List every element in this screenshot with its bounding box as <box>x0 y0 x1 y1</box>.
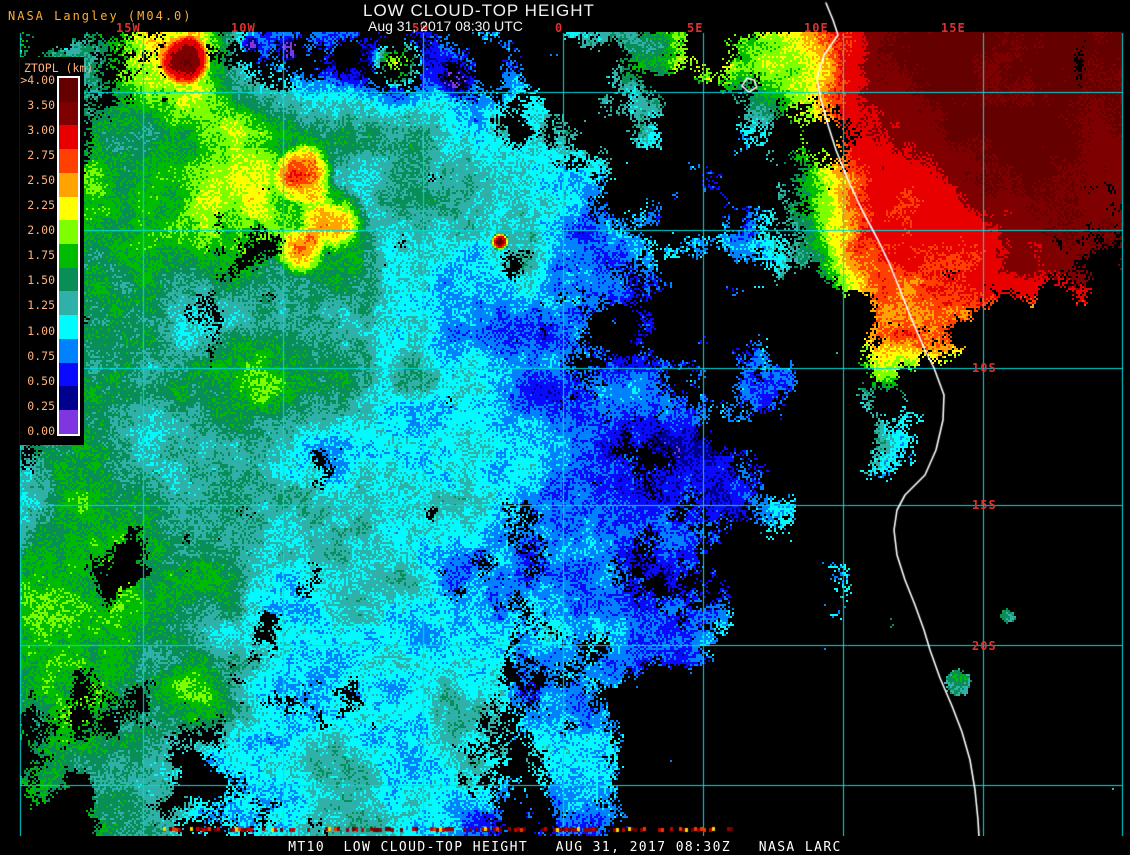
legend-color-block <box>59 410 78 434</box>
legend-color-block <box>59 196 78 221</box>
lon-label-5W: 5W <box>412 21 429 35</box>
legend-tick-label: 1.75 <box>27 248 55 263</box>
legend-tick-label: 2.00 <box>27 223 55 238</box>
legend-tick-label: 0.50 <box>27 373 55 388</box>
legend-color-block <box>59 149 78 173</box>
legend-color-block <box>59 101 78 126</box>
legend-color-block <box>59 338 78 363</box>
legend-tick-label: >4.00 <box>20 73 55 87</box>
legend-tick-label: 3.00 <box>27 123 55 138</box>
legend-tick-label: 2.75 <box>27 148 55 163</box>
lat-label-15S: 15S <box>972 498 997 512</box>
color-legend: ZTOPL (km) >4.00 3.50 3.00 2.75 2.50 2.25 2.00… <box>20 57 93 445</box>
status-bar-text: MT10 LOW CLOUD-TOP HEIGHT AUG 31, 2017 0… <box>288 840 842 855</box>
legend-tick-label: 0.75 <box>27 348 55 363</box>
legend-tick-label: 3.50 <box>27 98 55 113</box>
legend-color-block <box>59 362 78 387</box>
lon-label-10E: 10E <box>804 21 829 35</box>
legend-tick-label: 1.50 <box>27 273 55 288</box>
lon-label-15W: 15W <box>116 21 141 35</box>
legend-color-block <box>59 267 78 292</box>
legend-tick-label: 0.00 <box>27 423 55 438</box>
legend-tick-label: 0.25 <box>27 398 55 413</box>
legend-colorbar <box>57 76 80 436</box>
lon-label-5E: 5E <box>687 21 704 35</box>
lat-label-20S: 20S <box>972 639 997 653</box>
legend-color-block <box>59 172 78 197</box>
legend-tick-label: 1.00 <box>27 323 55 338</box>
status-bar: MT10 LOW CLOUD-TOP HEIGHT AUG 31, 2017 0… <box>0 836 1130 855</box>
legend-color-block <box>59 386 78 411</box>
lon-label-15E: 15E <box>941 21 966 35</box>
legend-color-block <box>59 220 78 245</box>
lat-label-10S: 10S <box>972 361 997 375</box>
legend-title: ZTOPL (km) <box>24 61 94 75</box>
legend-tick-label: 2.50 <box>27 173 55 188</box>
lon-label-0: 0 <box>555 21 564 35</box>
legend-color-block <box>59 244 78 268</box>
legend-tick-label: 2.25 <box>27 198 55 213</box>
timestamp-label: Aug 31, 2017 08:30 UTC <box>368 18 523 34</box>
legend-color-block <box>59 125 78 150</box>
credit-label: NASA Langley (M04.0) <box>8 9 193 23</box>
legend-color-block <box>59 291 78 316</box>
legend-color-block <box>59 315 78 339</box>
page-title: LOW CLOUD-TOP HEIGHT <box>363 1 595 20</box>
lon-label-10W: 10W <box>231 21 256 35</box>
legend-color-block <box>59 78 78 102</box>
legend-tick-label: 1.25 <box>27 298 55 313</box>
